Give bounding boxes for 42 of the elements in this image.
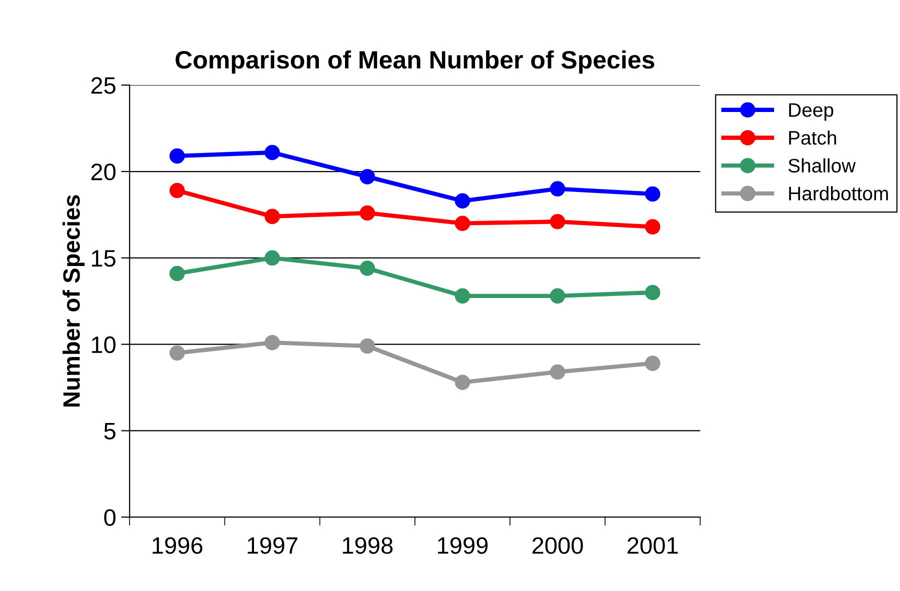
y-tick-label: 25: [91, 77, 116, 94]
point: [170, 345, 185, 361]
point: [550, 181, 566, 196]
y-tick-label: 5: [104, 423, 116, 440]
point: [170, 182, 185, 198]
x-tick-label: 2000: [532, 537, 583, 554]
x-tick-label: 1996: [152, 537, 202, 554]
y-tick-label: 0: [104, 509, 116, 526]
x-tick-label: 1999: [438, 537, 488, 554]
point: [264, 144, 280, 160]
point: [360, 260, 375, 276]
point: [454, 193, 470, 209]
point: [454, 288, 470, 304]
point: [170, 148, 185, 164]
x-tick-label: 1997: [248, 537, 298, 554]
legend-label: Deep: [789, 103, 834, 121]
point: [645, 219, 660, 234]
x-tick-label: 1998: [342, 537, 393, 554]
legend-label: Patch: [789, 130, 836, 145]
point: [645, 356, 660, 371]
y-tick-label: 15: [92, 250, 116, 267]
point: [454, 216, 470, 231]
legend-label: Shallow: [788, 158, 856, 173]
point: [550, 288, 566, 304]
point: [645, 284, 660, 300]
point: [170, 266, 185, 282]
y-tick-label: 10: [92, 336, 116, 354]
point: [360, 205, 375, 221]
point: [360, 338, 375, 354]
point: [264, 334, 280, 350]
point: [550, 364, 566, 380]
point: [264, 250, 280, 266]
point: [360, 169, 375, 184]
chart-title: Comparison of Mean Number of Species: [176, 50, 654, 74]
point: [264, 208, 280, 224]
point: [645, 186, 660, 202]
legend-label: Hardbottom: [789, 186, 888, 200]
point: [550, 214, 566, 230]
y-axis-title: Number of Species: [62, 195, 85, 406]
point: [454, 374, 470, 390]
y-tick-label: 20: [91, 164, 116, 180]
x-tick-label: 2001: [628, 537, 678, 554]
